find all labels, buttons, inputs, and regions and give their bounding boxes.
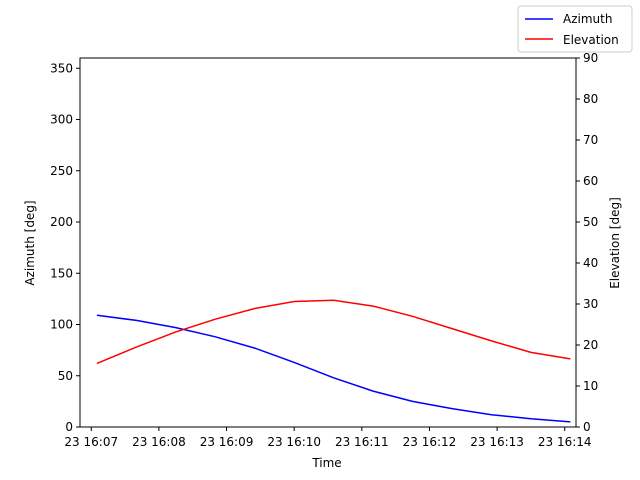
legend-box (517, 5, 633, 53)
left-y-tick-label: 250 (50, 164, 73, 178)
right-y-tick-label: 70 (583, 133, 598, 147)
right-y-tick-label: 90 (583, 51, 598, 65)
legend-label-azimuth: Azimuth (563, 12, 612, 26)
left-y-tick-label: 100 (50, 318, 73, 332)
plot-frame (79, 57, 577, 428)
right-y-tick-label: 60 (583, 174, 598, 188)
right-y-tick-label: 40 (583, 256, 598, 270)
left-y-tick-label: 150 (50, 266, 73, 280)
left-y-axis-ticks: 0 50 100 150 200 250 300 350 (50, 61, 80, 434)
left-y-tick-label: 300 (50, 113, 73, 127)
x-axis-label: Time (311, 456, 341, 470)
x-axis-ticks: 23 16:07 23 16:08 23 16:09 23 16:10 23 16:11… (64, 427, 592, 449)
series-layer (96, 299, 571, 423)
left-y-tick-label: 200 (50, 215, 73, 229)
x-tick-label: 23 16:07 (64, 435, 118, 449)
right-y-tick-label: 10 (583, 379, 598, 393)
x-tick-label: 23 16:09 (200, 435, 254, 449)
legend: Azimuth Elevation (517, 5, 633, 53)
x-tick-label: 23 16:08 (132, 435, 186, 449)
x-tick-label: 23 16:13 (470, 435, 524, 449)
x-tick-label: 23 16:12 (403, 435, 457, 449)
right-y-tick-label: 30 (583, 297, 598, 311)
right-y-tick-label: 80 (583, 92, 598, 106)
left-y-tick-label: 350 (50, 61, 73, 75)
legend-label-elevation: Elevation (563, 33, 619, 47)
series-line-azimuth (96, 314, 571, 423)
left-y-tick-label: 50 (58, 369, 73, 383)
left-y-axis-label: Azimuth [deg] (23, 200, 37, 285)
x-tick-label: 23 16:11 (335, 435, 389, 449)
right-y-tick-label: 50 (583, 215, 598, 229)
left-y-tick-label: 0 (65, 420, 73, 434)
x-tick-label: 23 16:14 (538, 435, 592, 449)
right-y-tick-label: 20 (583, 338, 598, 352)
right-y-axis-label: Elevation [deg] (608, 197, 622, 289)
plot-area (79, 57, 577, 428)
x-tick-label: 23 16:10 (267, 435, 321, 449)
series-line-elevation (96, 299, 571, 365)
right-y-tick-label: 0 (583, 420, 591, 434)
right-y-axis-ticks: 0 10 20 30 40 50 60 70 80 90 (576, 51, 598, 434)
